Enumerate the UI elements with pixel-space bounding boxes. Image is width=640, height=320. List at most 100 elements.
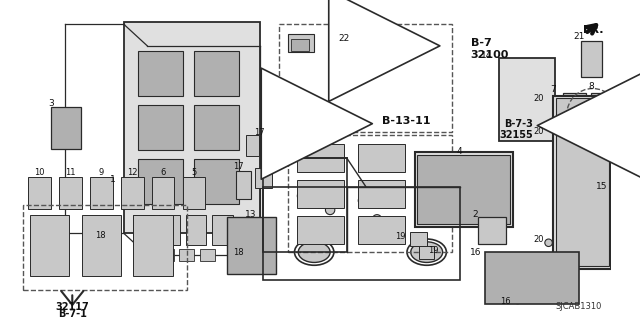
Bar bbox=[262, 187, 460, 280]
Bar bbox=[138, 51, 183, 96]
Text: 2: 2 bbox=[472, 210, 478, 219]
Bar bbox=[255, 168, 272, 188]
Bar bbox=[291, 39, 310, 51]
Bar bbox=[194, 159, 239, 204]
Bar bbox=[298, 180, 344, 208]
Bar bbox=[90, 177, 113, 209]
Bar bbox=[556, 98, 609, 266]
Bar bbox=[262, 158, 347, 252]
Ellipse shape bbox=[545, 131, 552, 139]
Text: 11: 11 bbox=[65, 168, 76, 177]
Bar bbox=[499, 58, 555, 140]
Bar bbox=[298, 216, 344, 244]
Bar bbox=[183, 177, 205, 209]
Bar bbox=[51, 107, 81, 149]
Bar bbox=[138, 159, 183, 204]
Bar bbox=[138, 249, 153, 260]
Bar bbox=[246, 135, 259, 156]
Bar bbox=[22, 205, 187, 290]
Text: 19: 19 bbox=[395, 232, 406, 241]
Ellipse shape bbox=[513, 294, 522, 304]
Text: 14: 14 bbox=[481, 51, 492, 60]
Text: 1: 1 bbox=[109, 175, 115, 184]
Text: FR.: FR. bbox=[583, 25, 604, 35]
Bar bbox=[236, 171, 252, 199]
Text: 13: 13 bbox=[244, 210, 256, 219]
Bar bbox=[419, 245, 434, 259]
Text: 15: 15 bbox=[596, 182, 608, 191]
Ellipse shape bbox=[545, 239, 552, 246]
Bar bbox=[358, 180, 405, 208]
Text: 18: 18 bbox=[95, 231, 106, 240]
Text: 10: 10 bbox=[34, 168, 45, 177]
Bar bbox=[100, 224, 119, 239]
Bar bbox=[194, 105, 239, 150]
Ellipse shape bbox=[358, 196, 367, 205]
Bar bbox=[152, 177, 175, 209]
Text: 17: 17 bbox=[255, 128, 265, 137]
Text: 22: 22 bbox=[339, 34, 350, 43]
Bar bbox=[59, 177, 82, 209]
Ellipse shape bbox=[411, 242, 443, 262]
Bar bbox=[186, 215, 206, 244]
Text: 19: 19 bbox=[428, 246, 438, 255]
Text: B-7: B-7 bbox=[471, 38, 492, 48]
Ellipse shape bbox=[325, 205, 335, 215]
Bar bbox=[478, 218, 506, 244]
Bar bbox=[121, 177, 143, 209]
Bar bbox=[133, 215, 154, 244]
Bar bbox=[159, 215, 180, 244]
Bar bbox=[288, 135, 452, 252]
Bar bbox=[232, 238, 250, 253]
Bar bbox=[553, 96, 611, 269]
Bar bbox=[278, 24, 452, 132]
Bar bbox=[563, 93, 586, 113]
Bar bbox=[485, 252, 579, 304]
Bar bbox=[124, 22, 260, 233]
Text: 20: 20 bbox=[533, 235, 543, 244]
Bar bbox=[572, 97, 613, 130]
Text: 12: 12 bbox=[127, 168, 138, 177]
Text: B-7-1: B-7-1 bbox=[58, 309, 87, 319]
Bar bbox=[415, 152, 513, 227]
Bar bbox=[159, 249, 173, 260]
Text: 3: 3 bbox=[48, 99, 54, 108]
Text: 32100: 32100 bbox=[471, 50, 509, 60]
Bar bbox=[138, 105, 183, 150]
Bar bbox=[28, 177, 51, 209]
Bar bbox=[212, 215, 232, 244]
Text: 21: 21 bbox=[573, 32, 584, 41]
Bar bbox=[581, 41, 602, 77]
Bar bbox=[591, 93, 611, 113]
Text: 32155: 32155 bbox=[499, 130, 532, 140]
Ellipse shape bbox=[545, 98, 552, 106]
Ellipse shape bbox=[298, 191, 307, 201]
Bar bbox=[417, 155, 510, 224]
Bar bbox=[82, 215, 121, 276]
Text: 8: 8 bbox=[588, 82, 594, 91]
Bar bbox=[358, 216, 405, 244]
Text: SJCAB1310: SJCAB1310 bbox=[556, 302, 602, 311]
Text: 20: 20 bbox=[533, 94, 543, 103]
Text: 16: 16 bbox=[500, 297, 511, 306]
Text: 16: 16 bbox=[470, 248, 481, 257]
Bar bbox=[298, 144, 344, 172]
Bar bbox=[179, 249, 194, 260]
Text: B-13-11: B-13-11 bbox=[381, 116, 430, 126]
Bar bbox=[133, 215, 173, 276]
Text: 5: 5 bbox=[191, 168, 196, 177]
Bar bbox=[200, 249, 215, 260]
Bar bbox=[288, 34, 314, 52]
Text: 32117: 32117 bbox=[56, 302, 89, 312]
Text: 9: 9 bbox=[99, 168, 104, 177]
Text: 7: 7 bbox=[550, 85, 556, 94]
Bar bbox=[358, 144, 405, 172]
Bar bbox=[194, 51, 239, 96]
Text: B-7-3: B-7-3 bbox=[504, 119, 532, 129]
Text: 4: 4 bbox=[457, 147, 462, 156]
Text: 17: 17 bbox=[233, 162, 244, 171]
Bar bbox=[410, 231, 427, 245]
Bar bbox=[227, 218, 276, 274]
Text: 18: 18 bbox=[233, 248, 244, 257]
Ellipse shape bbox=[298, 242, 330, 262]
